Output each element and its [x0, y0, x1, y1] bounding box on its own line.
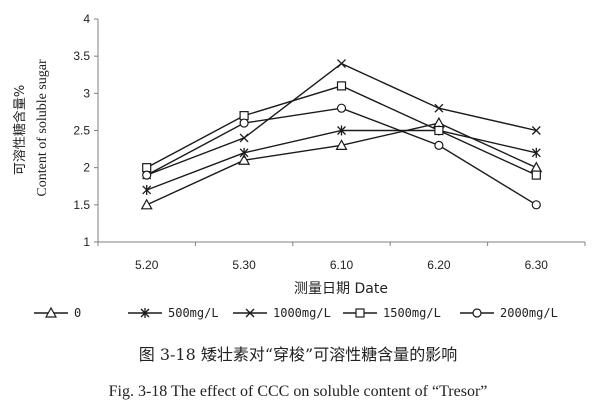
- data-point: [337, 125, 346, 136]
- data-point: [336, 81, 347, 91]
- caption-chinese: 图 3-18 矮壮素对“穿梭”可溶性糖含量的影响: [139, 345, 457, 364]
- x-tick-label: 6.30: [525, 258, 549, 272]
- series-line-2: [146, 62, 537, 176]
- data-point: [142, 163, 152, 173]
- legend-marker: [44, 306, 58, 318]
- legend-marker: [245, 308, 255, 318]
- y-tick-label: 1.5: [73, 198, 90, 212]
- legend-label: 1000mg/L: [273, 306, 331, 320]
- y-tick-label: 3: [83, 86, 90, 100]
- series-layer: [140, 59, 543, 210]
- data-point: [335, 139, 348, 150]
- data-point: [531, 200, 541, 210]
- data-point: [238, 153, 251, 165]
- legend-marker: [140, 308, 150, 318]
- series-line-4: [146, 107, 537, 206]
- data-point: [531, 126, 541, 135]
- x-tick-label: 5.20: [135, 258, 159, 272]
- legend-label: 0: [74, 306, 81, 320]
- data-point: [142, 170, 152, 180]
- data-point: [531, 147, 541, 158]
- y-axis-label-english: Content of soluble sugar: [35, 59, 50, 197]
- data-point: [239, 118, 249, 128]
- x-tick-label: 6.20: [427, 258, 451, 272]
- y-axis-label-chinese: 可溶性糖含量%: [12, 85, 28, 175]
- data-point: [531, 170, 541, 180]
- caption-english: Fig. 3-18 The effect of CCC on soluble c…: [109, 383, 488, 400]
- data-point: [239, 147, 249, 158]
- data-point: [337, 59, 346, 69]
- y-tick-label: 1: [83, 235, 90, 249]
- data-point: [434, 125, 444, 136]
- y-tick-label: 4: [83, 12, 90, 26]
- data-point: [336, 103, 347, 113]
- legend-label: 1500mg/L: [383, 306, 441, 320]
- y-tick-label: 3.5: [73, 49, 90, 63]
- legend-label: 2000mg/L: [500, 306, 558, 320]
- legend-marker: [472, 308, 482, 318]
- data-point: [142, 184, 152, 195]
- y-tick-label: 2.5: [73, 124, 90, 138]
- x-tick-label: 6.10: [330, 258, 354, 272]
- legend-marker: [355, 308, 365, 318]
- legend-label: 500mg/L: [168, 306, 219, 320]
- x-axis-label: 测量日期 Date: [294, 281, 388, 297]
- data-point: [434, 140, 444, 150]
- x-tick-label: 5.30: [232, 258, 256, 272]
- y-tick-label: 2: [83, 161, 90, 175]
- data-point: [239, 133, 249, 143]
- data-point: [530, 161, 543, 173]
- data-point: [140, 198, 153, 210]
- chart-axes: 1 1.5 2 2.5 3 3.5 4 5.20 5.30 6.10 6.20 6.30: [73, 12, 586, 272]
- legend: 0 500mg/L 1000mg/L 1500mg/L 2000mg/L: [34, 306, 558, 320]
- data-point: [239, 111, 249, 121]
- data-point: [434, 103, 444, 113]
